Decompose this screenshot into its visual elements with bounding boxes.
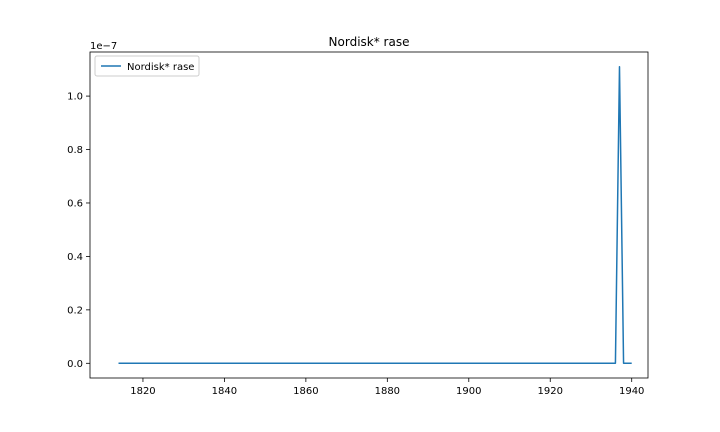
x-tick-label: 1920 (538, 386, 563, 397)
legend-box (94, 55, 200, 77)
y-tick-label: 0.0 (67, 359, 83, 370)
series-line (118, 65, 632, 365)
x-axis: 1820 1840 1860 1880 1900 1920 1940 (130, 378, 644, 397)
y-tick-label: 0.2 (67, 305, 83, 316)
y-tick-label: 0.6 (67, 198, 83, 209)
x-tick-label: 1860 (293, 386, 318, 397)
x-tick-label: 1820 (130, 386, 155, 397)
y-offset-label: 1e−7 (90, 41, 117, 52)
x-tick-label: 1880 (375, 386, 400, 397)
axes-frame (89, 51, 649, 379)
y-axis: 0.0 0.2 0.4 0.6 0.8 1.0 (67, 92, 90, 370)
y-tick-label: 0.4 (67, 252, 83, 263)
x-tick-label: 1940 (619, 386, 644, 397)
y-tick-label: 1.0 (67, 92, 83, 103)
x-tick-label: 1900 (456, 386, 481, 397)
plot-area (118, 65, 632, 365)
chart-title: Nordisk* rase (329, 35, 410, 49)
x-tick-label: 1840 (212, 386, 237, 397)
y-tick-label: 0.8 (67, 145, 83, 156)
legend-label: Nordisk* rase (127, 62, 194, 73)
legend: Nordisk* rase (94, 55, 200, 77)
